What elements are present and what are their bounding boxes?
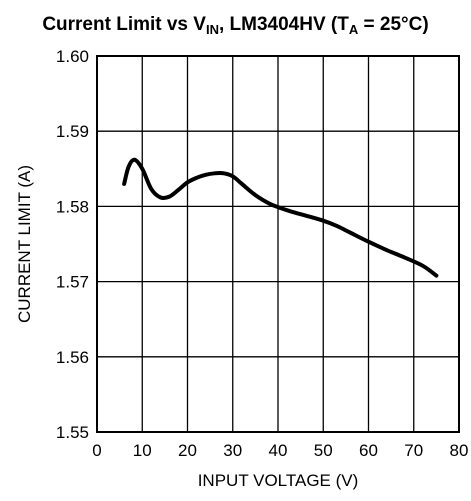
series-line-current-limit	[122, 157, 439, 278]
x-axis-label: INPUT VOLTAGE (V)	[198, 471, 359, 490]
y-tick-label: 1.59	[56, 122, 89, 141]
x-tick-label: 0	[92, 441, 101, 460]
x-tick-label: 40	[269, 441, 288, 460]
plot-frame	[96, 55, 460, 433]
y-tick-label: 1.58	[56, 197, 89, 216]
series-group	[122, 157, 439, 278]
y-axis-label: CURRENT LIMIT (A)	[15, 165, 34, 323]
x-tick-label: 70	[404, 441, 423, 460]
x-tick-label: 30	[223, 441, 242, 460]
chart-title: Current Limit vs VIN, LM3404HV (TA = 25°…	[42, 14, 429, 37]
x-tick-label: 80	[450, 441, 469, 460]
grid-lines	[97, 56, 459, 432]
y-tick-label: 1.55	[56, 423, 89, 442]
x-tick-labels: 0 10 20 30 40 50 60 70 80	[92, 441, 468, 460]
y-tick-labels: 1.55 1.56 1.57 1.58 1.59 1.60	[56, 47, 89, 442]
y-tick-label: 1.56	[56, 348, 89, 367]
y-tick-label: 1.57	[56, 273, 89, 292]
x-tick-label: 20	[178, 441, 197, 460]
x-tick-label: 50	[314, 441, 333, 460]
x-tick-label: 60	[359, 441, 378, 460]
y-tick-label: 1.60	[56, 47, 89, 66]
x-tick-label: 10	[133, 441, 152, 460]
